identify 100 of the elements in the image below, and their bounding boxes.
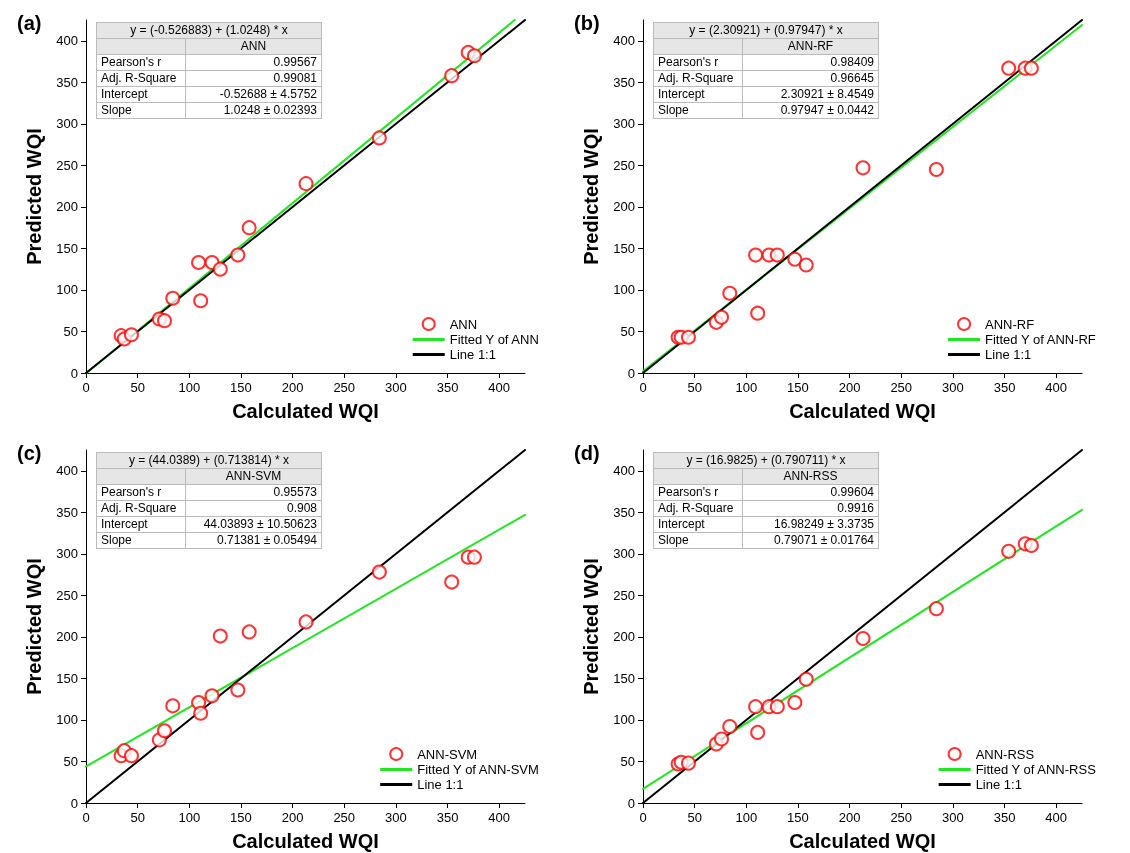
annotation: ANN — [185, 38, 322, 55]
y-tick-label: 400 — [613, 463, 635, 479]
y-tick-label: 0 — [70, 365, 78, 381]
y-axis-title: Predicted WQI — [23, 558, 45, 695]
y-tick-label: 300 — [613, 546, 635, 562]
y-tick-label: 350 — [56, 504, 78, 520]
chart-title: (a) — [17, 12, 42, 34]
annotation: 0.9916 — [742, 500, 879, 517]
x-tick-label: 300 — [385, 380, 407, 395]
y-tick-label: 300 — [56, 116, 78, 132]
chart-title: (b) — [574, 12, 600, 34]
y-tick-label: 400 — [613, 33, 635, 49]
x-tick-label: 200 — [838, 380, 861, 395]
legend-label: ANN-SVM — [417, 746, 478, 762]
x-tick-label: 250 — [890, 380, 913, 395]
annotation: 0.99604 — [742, 484, 879, 501]
x-tick-label: 350 — [993, 810, 1016, 825]
annotation: Pearson's r — [653, 484, 743, 501]
legend-label: ANN — [449, 316, 478, 332]
y-tick-label: 350 — [613, 74, 635, 90]
annotation: 0.95573 — [185, 484, 322, 501]
annotation: 0.97947 ± 0.0442 — [742, 102, 879, 119]
annotation: ANN-RSS — [742, 468, 879, 485]
annotation: Adj. R-Square — [96, 500, 186, 517]
x-tick-label: 350 — [436, 810, 459, 825]
annotation: 0.79071 ± 0.01764 — [742, 532, 879, 549]
y-tick-label: 250 — [613, 157, 635, 173]
x-tick-label: 0 — [639, 380, 647, 395]
annotation: Intercept — [653, 86, 743, 103]
y-tick-label: 50 — [620, 323, 635, 339]
y-tick-label: 400 — [56, 463, 78, 479]
x-axis-title: Calculated WQI — [789, 830, 936, 852]
x-axis-title: Calculated WQI — [232, 830, 379, 852]
annotation: 16.98249 ± 3.3735 — [742, 516, 879, 533]
x-tick-label: 0 — [639, 810, 647, 825]
y-axis-title: Predicted WQI — [580, 128, 602, 265]
y-axis-title: Predicted WQI — [23, 128, 45, 265]
legend-label: Line 1:1 — [975, 777, 1022, 792]
x-tick-label: 250 — [333, 810, 356, 825]
x-tick-label: 50 — [687, 810, 702, 825]
y-tick-label: 200 — [613, 199, 635, 215]
annotation: 1.0248 ± 0.02393 — [185, 102, 322, 119]
x-axis-title: Calculated WQI — [232, 400, 379, 422]
x-tick-label: 0 — [82, 380, 90, 395]
annotation: Adj. R-Square — [653, 500, 743, 517]
y-tick-label: 200 — [56, 629, 78, 645]
y-tick-label: 50 — [620, 753, 635, 769]
y-tick-label: 100 — [613, 712, 635, 728]
y-tick-label: 300 — [613, 116, 635, 132]
annotation: Adj. R-Square — [653, 70, 743, 87]
x-tick-label: 250 — [890, 810, 913, 825]
x-tick-label: 300 — [942, 380, 964, 395]
annotation: Slope — [653, 532, 743, 549]
x-tick-label: 0 — [82, 810, 90, 825]
x-tick-label: 150 — [230, 810, 252, 825]
y-tick-label: 100 — [613, 282, 635, 298]
annotation: 0.71381 ± 0.05494 — [185, 532, 322, 549]
annotation: Intercept — [96, 516, 186, 533]
legend-label: Fitted Y of ANN-RF — [985, 332, 1096, 347]
legend-label: Fitted Y of ANN-RSS — [975, 762, 1097, 777]
chart-title: (c) — [17, 442, 42, 464]
y-tick-label: 250 — [56, 587, 78, 603]
x-tick-label: 300 — [942, 810, 964, 825]
legend-label: Fitted Y of ANN-SVM — [417, 762, 539, 777]
y-tick-label: 350 — [56, 74, 78, 90]
x-tick-label: 150 — [230, 380, 252, 395]
x-tick-label: 150 — [787, 810, 809, 825]
y-tick-label: 100 — [56, 712, 78, 728]
annotation: -0.52688 ± 4.5752 — [185, 86, 322, 103]
x-tick-label: 100 — [735, 380, 758, 395]
annotation: y = (2.30921) + (0.97947) * x — [653, 22, 879, 39]
annotation: 0.908 — [185, 500, 322, 517]
x-tick-label: 200 — [281, 810, 304, 825]
x-tick-label: 300 — [385, 810, 407, 825]
annotation: Pearson's r — [96, 484, 186, 501]
y-tick-label: 250 — [56, 157, 78, 173]
legend-label: Fitted Y of ANN — [449, 332, 539, 347]
annotation: Intercept — [96, 86, 186, 103]
annotation: ANN-RF — [742, 38, 879, 55]
annotation: Pearson's r — [96, 54, 186, 71]
y-tick-label: 200 — [56, 199, 78, 215]
y-tick-label: 0 — [627, 365, 635, 381]
annotation: Slope — [96, 532, 186, 549]
annotation: 2.30921 ± 8.4549 — [742, 86, 879, 103]
annotation: Pearson's r — [653, 54, 743, 71]
x-tick-label: 100 — [178, 380, 201, 395]
y-tick-label: 200 — [613, 629, 635, 645]
y-tick-label: 150 — [613, 240, 635, 256]
legend-label: Line 1:1 — [449, 347, 496, 362]
x-tick-label: 400 — [1045, 380, 1068, 395]
x-tick-label: 150 — [787, 380, 809, 395]
annotation: 0.96645 — [742, 70, 879, 87]
legend-label: Line 1:1 — [417, 777, 464, 792]
x-tick-label: 200 — [281, 380, 304, 395]
x-tick-label: 50 — [687, 380, 702, 395]
legend-label: ANN-RSS — [975, 746, 1035, 762]
y-tick-label: 250 — [613, 587, 635, 603]
x-tick-label: 200 — [838, 810, 861, 825]
chart-title: (d) — [574, 442, 600, 464]
y-tick-label: 150 — [56, 240, 78, 256]
